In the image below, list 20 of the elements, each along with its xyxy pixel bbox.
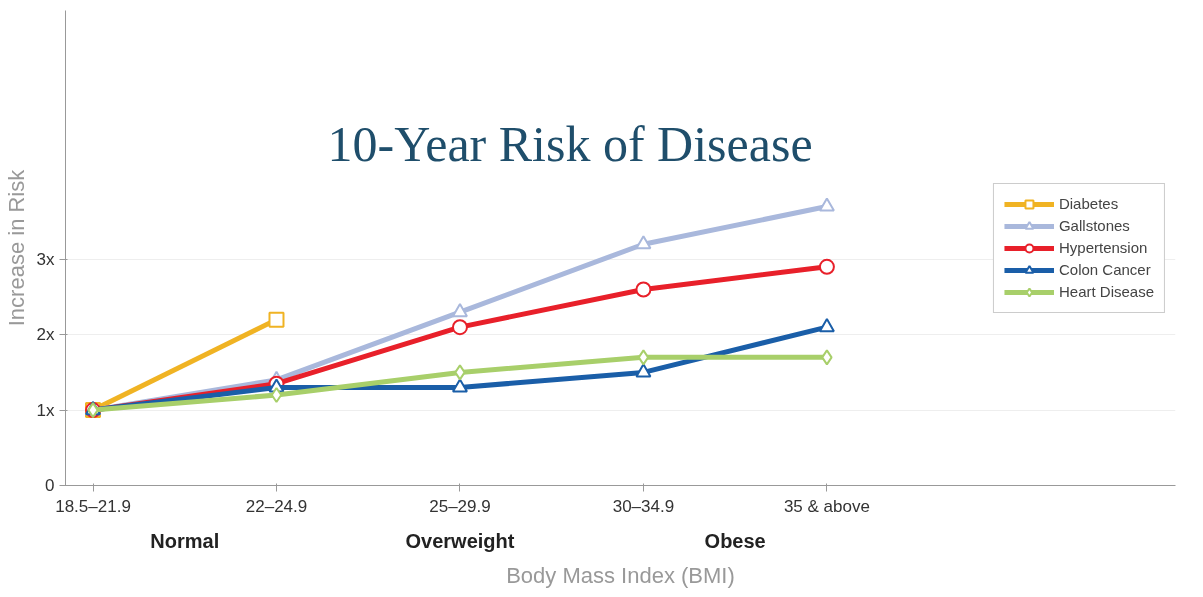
x-tick-label: 35 & above (783, 496, 870, 516)
x-tick-label: 25–29.9 (429, 496, 491, 516)
y-tick-label: 2x (36, 325, 55, 345)
legend-label: Colon Cancer (1058, 261, 1151, 278)
x-tick-label: 30–34.9 (612, 496, 675, 516)
legend-label: Diabetes (1058, 195, 1119, 212)
text: Normal (150, 529, 220, 552)
y-tick-label: 1x (36, 400, 55, 420)
text: Overweight (405, 529, 515, 552)
legend-label: Heart Disease (1058, 283, 1154, 300)
legend-label: Gallstones (1058, 217, 1130, 234)
x-axis-title: Body Mass Index (BMI) (506, 562, 735, 588)
x-tick-label: 22–24.9 (245, 496, 308, 516)
y-tick-label: 0 (45, 476, 55, 495)
text: 10-Year Risk of Disease (327, 115, 813, 172)
x-tick-label: 18.5–21.9 (55, 496, 131, 516)
y-axis-title: Increase in Risk (3, 168, 29, 327)
text: Obese (704, 529, 766, 552)
legend-label: Hypertension (1058, 239, 1148, 256)
y-tick-label: 3x (36, 249, 55, 269)
